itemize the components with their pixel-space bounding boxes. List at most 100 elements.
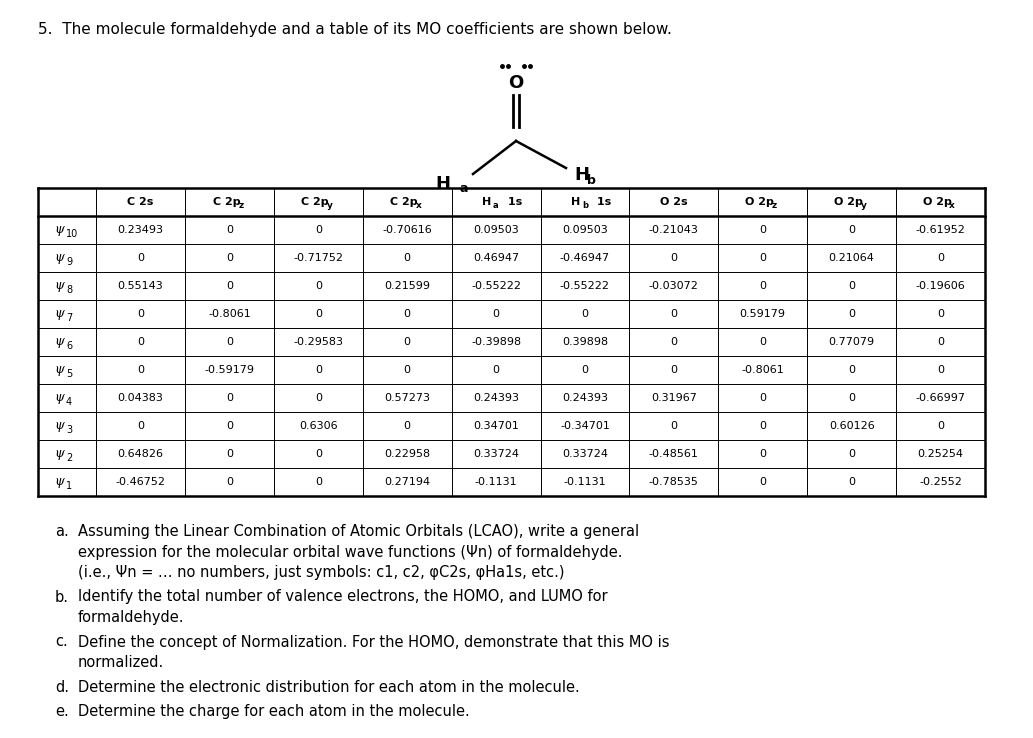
Text: O 2p: O 2p — [835, 197, 864, 207]
Text: 0: 0 — [582, 365, 589, 375]
Text: -0.8061: -0.8061 — [208, 309, 251, 319]
Text: 0: 0 — [848, 309, 855, 319]
Text: 0.33724: 0.33724 — [473, 449, 519, 459]
Text: x: x — [416, 201, 421, 210]
Text: 0.77079: 0.77079 — [828, 337, 875, 347]
Text: 0: 0 — [315, 309, 321, 319]
Text: -0.66997: -0.66997 — [915, 393, 966, 403]
Text: e.: e. — [55, 704, 69, 719]
Text: -0.8061: -0.8061 — [742, 365, 784, 375]
Text: -0.1131: -0.1131 — [564, 477, 606, 487]
Text: ψ: ψ — [55, 280, 64, 292]
Text: 0: 0 — [848, 393, 855, 403]
Text: 0.46947: 0.46947 — [473, 253, 520, 263]
Text: 10: 10 — [66, 229, 79, 239]
Text: H: H — [570, 197, 580, 207]
Text: -0.55222: -0.55222 — [471, 281, 521, 291]
Text: 0: 0 — [759, 225, 766, 235]
Text: 0: 0 — [848, 281, 855, 291]
Text: Determine the electronic distribution for each atom in the molecule.: Determine the electronic distribution fo… — [79, 680, 580, 694]
Text: 0: 0 — [937, 337, 944, 347]
Text: 0: 0 — [848, 477, 855, 487]
Text: 0: 0 — [226, 337, 232, 347]
Text: 0: 0 — [670, 337, 678, 347]
Text: -0.39898: -0.39898 — [471, 337, 521, 347]
Text: -0.78535: -0.78535 — [649, 477, 698, 487]
Text: 0: 0 — [226, 393, 232, 403]
Text: 0.09503: 0.09503 — [562, 225, 607, 235]
Text: 0.39898: 0.39898 — [562, 337, 608, 347]
Text: 0: 0 — [937, 421, 944, 431]
Text: 0: 0 — [226, 225, 232, 235]
Text: 0: 0 — [137, 421, 144, 431]
Text: 1s: 1s — [504, 197, 523, 207]
Text: y: y — [860, 201, 867, 210]
Text: 0.57273: 0.57273 — [384, 393, 430, 403]
Text: normalized.: normalized. — [79, 655, 164, 670]
Text: 0: 0 — [315, 393, 321, 403]
Text: 0.60126: 0.60126 — [828, 421, 875, 431]
Text: 0: 0 — [582, 309, 589, 319]
Text: z: z — [772, 201, 777, 210]
Text: -0.03072: -0.03072 — [649, 281, 698, 291]
Text: -0.61952: -0.61952 — [915, 225, 966, 235]
Text: 0: 0 — [404, 253, 411, 263]
Text: 0.09503: 0.09503 — [473, 225, 519, 235]
Text: 5.  The molecule formaldehyde and a table of its MO coefficients are shown below: 5. The molecule formaldehyde and a table… — [38, 22, 671, 37]
Text: 0: 0 — [226, 253, 232, 263]
Text: 0: 0 — [759, 421, 766, 431]
Text: -0.1131: -0.1131 — [475, 477, 518, 487]
Text: ψ: ψ — [55, 336, 64, 348]
Text: ψ: ψ — [55, 447, 64, 461]
Text: x: x — [949, 201, 956, 210]
Text: 0: 0 — [137, 253, 144, 263]
Text: -0.59179: -0.59179 — [205, 365, 254, 375]
Text: (i.e., Ψn = … no numbers, just symbols: c1, c2, φC2s, φHa1s, etc.): (i.e., Ψn = … no numbers, just symbols: … — [79, 565, 564, 580]
Text: y: y — [327, 201, 333, 210]
Text: C 2p: C 2p — [390, 197, 418, 207]
Text: H: H — [481, 197, 491, 207]
Text: ψ: ψ — [55, 308, 64, 320]
Text: 0: 0 — [315, 225, 321, 235]
Text: H: H — [435, 175, 450, 193]
Text: ψ: ψ — [55, 252, 64, 264]
Text: -0.46752: -0.46752 — [116, 477, 165, 487]
Text: C 2s: C 2s — [127, 197, 154, 207]
Text: ψ: ψ — [55, 391, 64, 404]
Text: b: b — [587, 174, 596, 187]
Text: 0: 0 — [226, 281, 232, 291]
Text: 6: 6 — [66, 341, 72, 351]
Text: 0.25254: 0.25254 — [917, 449, 964, 459]
Text: O: O — [508, 74, 524, 92]
Text: -0.21043: -0.21043 — [649, 225, 698, 235]
Text: -0.46947: -0.46947 — [560, 253, 611, 263]
Text: 0: 0 — [848, 225, 855, 235]
Text: -0.55222: -0.55222 — [560, 281, 609, 291]
Text: 1s: 1s — [593, 197, 612, 207]
Text: z: z — [239, 201, 244, 210]
Text: 0: 0 — [759, 477, 766, 487]
Text: 0.27194: 0.27194 — [384, 477, 430, 487]
Text: a: a — [459, 182, 468, 196]
Text: ψ: ψ — [55, 364, 64, 376]
Text: a.: a. — [55, 524, 69, 539]
Text: 0: 0 — [137, 365, 144, 375]
Text: 2: 2 — [66, 453, 72, 463]
Text: -0.2552: -0.2552 — [919, 477, 962, 487]
Text: 0.24393: 0.24393 — [562, 393, 608, 403]
Text: 0: 0 — [404, 337, 411, 347]
Text: O 2p: O 2p — [924, 197, 952, 207]
Text: 0: 0 — [315, 449, 321, 459]
Text: 0.34701: 0.34701 — [473, 421, 519, 431]
Text: H: H — [574, 166, 589, 184]
Text: ψ: ψ — [55, 419, 64, 432]
Text: 0: 0 — [670, 365, 678, 375]
Text: a: a — [493, 201, 499, 210]
Text: 0: 0 — [848, 449, 855, 459]
Text: 0: 0 — [848, 365, 855, 375]
Text: Identify the total number of valence electrons, the HOMO, and LUMO for: Identify the total number of valence ele… — [79, 590, 607, 604]
Text: 0: 0 — [226, 449, 232, 459]
Text: 0: 0 — [937, 309, 944, 319]
Text: 0.6306: 0.6306 — [299, 421, 338, 431]
Text: 0: 0 — [937, 365, 944, 375]
